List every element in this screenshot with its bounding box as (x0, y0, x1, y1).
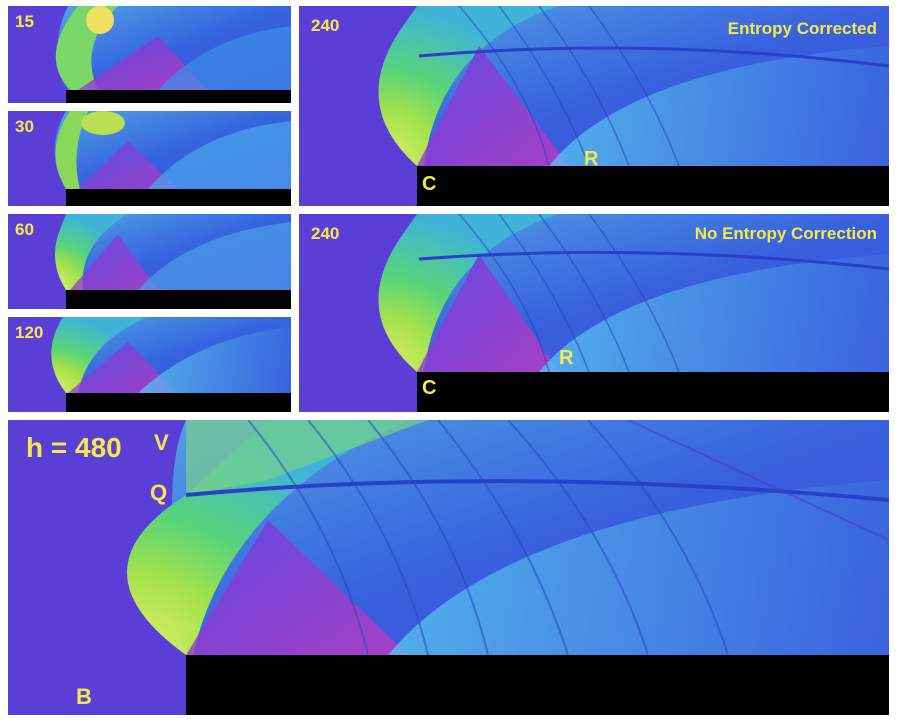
flow-field-h-480 (127, 420, 889, 715)
point-r-corrected: R (584, 148, 599, 170)
panel-label-240-corrected: 240 (311, 16, 340, 35)
flow-field-no-entropy-correction (378, 214, 889, 412)
panel-label-120: 120 (15, 323, 44, 342)
point-c-corrected: C (422, 173, 437, 195)
point-q: Q (150, 480, 168, 505)
point-c-uncorrected: C (422, 377, 437, 399)
flow-field-30 (54, 111, 291, 206)
flow-field-60 (54, 214, 291, 309)
point-r-uncorrected: R (559, 347, 574, 369)
panel-title-entropy-corrected: Entropy Corrected (727, 19, 877, 38)
flow-field-15 (55, 6, 291, 103)
point-v: V (154, 430, 169, 455)
panel-30: 30 (8, 111, 291, 206)
panel-label-240-uncorrected: 240 (311, 224, 340, 243)
panel-label-30: 30 (15, 117, 34, 136)
point-b: B (76, 684, 92, 709)
panel-15: 15 (8, 6, 291, 103)
panel-entropy-corrected: 240 Entropy Corrected C R (299, 6, 889, 206)
flow-field-entropy-corrected (378, 6, 889, 206)
panel-60: 60 (8, 214, 291, 309)
panel-no-entropy-correction: 240 No Entropy Correction C R (299, 214, 889, 412)
panel-label-60: 60 (15, 220, 34, 239)
panel-label-15: 15 (15, 12, 34, 31)
panel-title-no-entropy-correction: No Entropy Correction (694, 224, 877, 243)
panel-120: 120 (8, 317, 291, 412)
panel-h-480: h = 480 V Q B (8, 420, 889, 715)
flow-field-120 (51, 317, 291, 412)
panel-label-h-480: h = 480 (26, 432, 122, 463)
